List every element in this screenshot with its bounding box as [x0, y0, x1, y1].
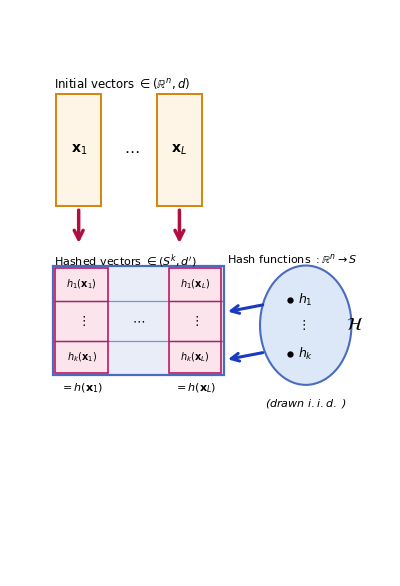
Text: $= h(\mathbf{x}_L)$: $= h(\mathbf{x}_L)$ — [174, 381, 216, 395]
Text: $\vdots$: $\vdots$ — [77, 314, 86, 328]
Text: $\mathbf{x}_1$: $\mathbf{x}_1$ — [70, 143, 87, 157]
Text: Hashed vectors $\in (S^k, d^{\prime})$: Hashed vectors $\in (S^k, d^{\prime})$ — [54, 252, 196, 270]
Text: Initial vectors $\in (\mathbb{R}^n, d)$: Initial vectors $\in (\mathbb{R}^n, d)$ — [54, 77, 190, 91]
Text: $h_k(\mathbf{x}_1)$: $h_k(\mathbf{x}_1)$ — [67, 350, 97, 363]
Ellipse shape — [260, 265, 352, 385]
Text: $\mathcal{H}$: $\mathcal{H}$ — [346, 316, 363, 334]
Text: $h_1$: $h_1$ — [298, 292, 313, 308]
Text: $\cdots$: $\cdots$ — [132, 314, 145, 327]
Text: $h_1(\mathbf{x}_1)$: $h_1(\mathbf{x}_1)$ — [66, 278, 97, 291]
Text: (drawn $i.i.d.$ ): (drawn $i.i.d.$ ) — [265, 397, 346, 410]
Text: $h_1(\mathbf{x}_L)$: $h_1(\mathbf{x}_L)$ — [180, 278, 210, 291]
Text: $\vdots$: $\vdots$ — [190, 314, 199, 328]
Text: $\mathbf{x}_L$: $\mathbf{x}_L$ — [172, 143, 187, 157]
Bar — [56, 94, 101, 206]
Text: $= h(\mathbf{x}_1)$: $= h(\mathbf{x}_1)$ — [60, 381, 103, 395]
Text: $h_k(\mathbf{x}_L)$: $h_k(\mathbf{x}_L)$ — [180, 350, 210, 363]
Bar — [56, 268, 108, 373]
Text: $\vdots$: $\vdots$ — [298, 318, 306, 332]
Bar — [157, 94, 202, 206]
Bar — [168, 268, 221, 373]
Text: Hash functions $: \mathbb{R}^n \rightarrow S$: Hash functions $: \mathbb{R}^n \rightarr… — [227, 252, 357, 266]
Text: $h_k$: $h_k$ — [298, 346, 313, 362]
Bar — [53, 266, 224, 375]
Text: $\cdots$: $\cdots$ — [124, 142, 139, 158]
